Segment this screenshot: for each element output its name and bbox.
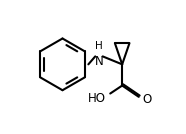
Text: HO: HO [88,92,106,105]
Text: O: O [143,93,152,106]
Text: H: H [95,41,103,51]
Text: N: N [95,55,103,68]
